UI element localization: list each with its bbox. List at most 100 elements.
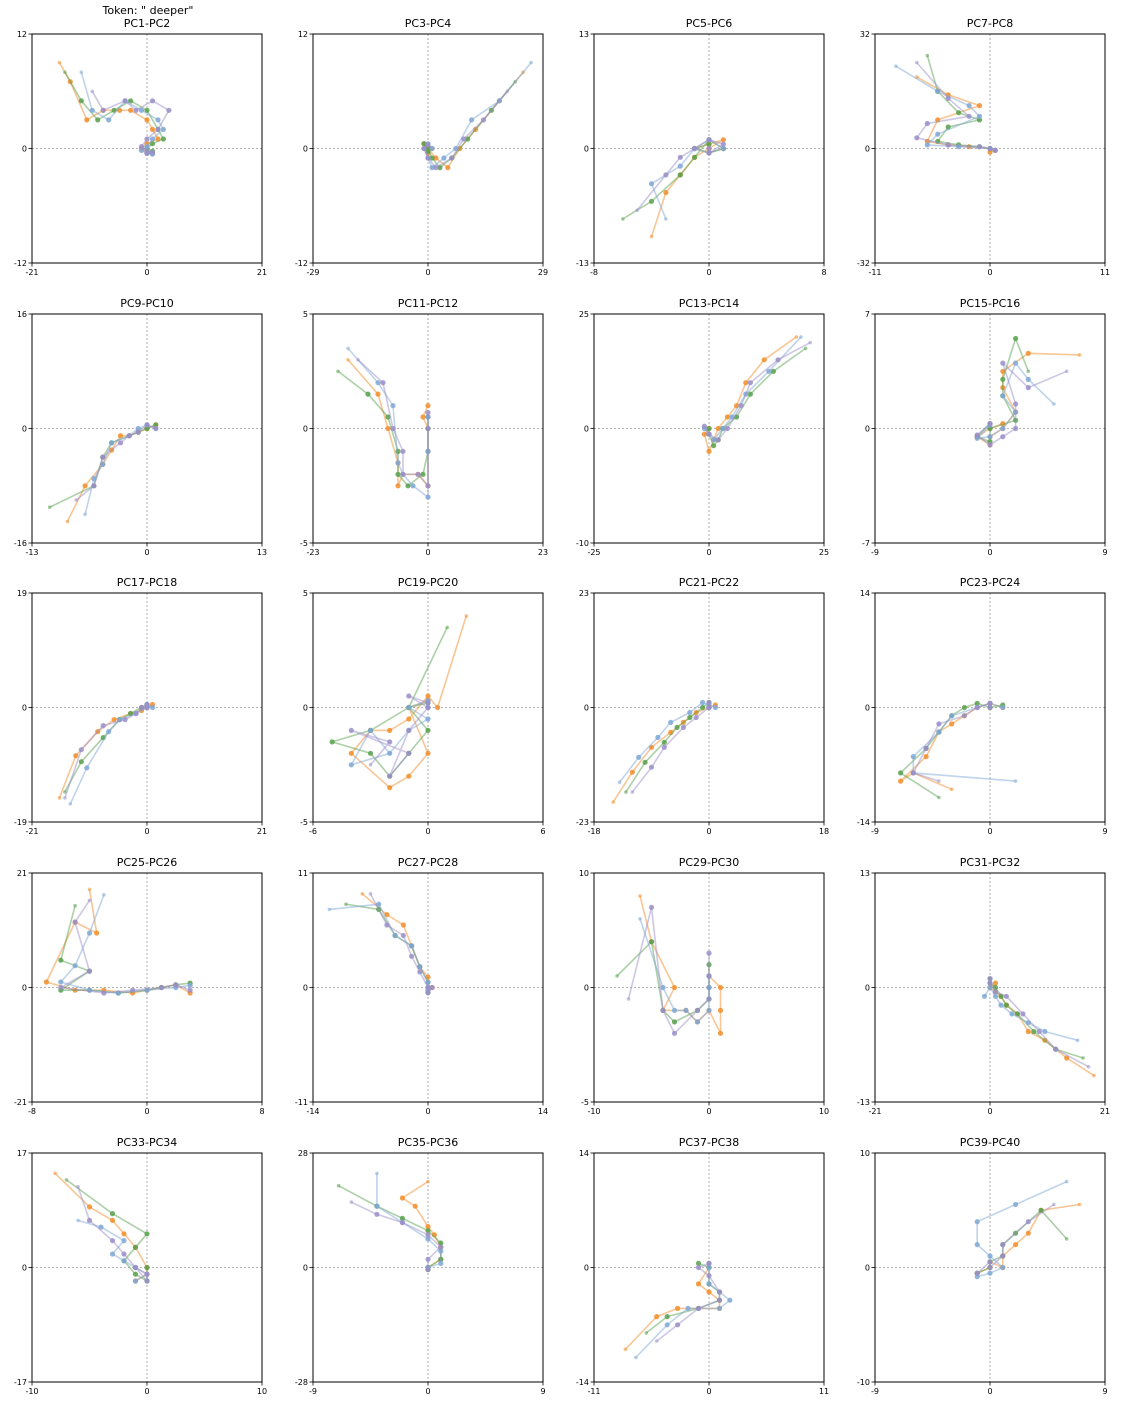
- data-point: [149, 136, 156, 142]
- data-point: [642, 759, 648, 765]
- data-point: [987, 145, 993, 152]
- data-point: [63, 796, 67, 800]
- data-point: [695, 1264, 702, 1271]
- data-point: [58, 957, 64, 963]
- data-point: [102, 893, 106, 897]
- y-tick-label: 0: [865, 425, 870, 434]
- data-point: [1000, 1264, 1006, 1271]
- data-point: [961, 704, 968, 711]
- data-point: [74, 498, 78, 502]
- data-point: [987, 149, 993, 155]
- subplot: PC15-PC16 -9 0 9 -7 0 7: [862, 297, 1108, 557]
- data-point: [133, 107, 139, 113]
- data-point: [149, 704, 156, 711]
- data-point: [344, 902, 348, 906]
- data-point: [966, 103, 972, 109]
- data-point: [348, 762, 354, 768]
- data-point: [677, 172, 683, 178]
- data-point: [135, 429, 141, 435]
- data-point: [1000, 393, 1006, 399]
- data-point: [701, 431, 708, 437]
- data-point: [144, 704, 150, 711]
- data-point: [438, 1260, 444, 1266]
- data-point: [68, 802, 73, 806]
- data-point: [400, 471, 406, 477]
- data-point: [687, 714, 693, 721]
- data-point: [664, 217, 668, 221]
- data-point: [706, 1281, 712, 1287]
- data-point: [160, 136, 166, 142]
- data-point: [649, 234, 654, 239]
- data-point: [1075, 1038, 1080, 1043]
- data-point: [429, 145, 435, 152]
- data-point: [149, 98, 156, 104]
- x-tick-label: 0: [706, 1107, 711, 1116]
- y-tick-label: 13: [860, 869, 870, 878]
- data-point: [935, 131, 941, 137]
- data-point: [915, 60, 919, 65]
- y-tick-label: 0: [303, 1264, 308, 1273]
- data-point: [629, 769, 635, 775]
- y-tick-label: 10: [579, 869, 589, 878]
- series-line: [976, 352, 1080, 446]
- data-point: [743, 380, 749, 386]
- data-point: [803, 346, 808, 351]
- data-point: [724, 425, 731, 432]
- data-point: [374, 1203, 380, 1209]
- data-point: [425, 155, 431, 161]
- data-point: [100, 107, 106, 113]
- y-tick-label: -7: [862, 539, 870, 548]
- data-point: [706, 996, 712, 1002]
- data-point: [399, 1195, 405, 1201]
- data-point: [461, 136, 467, 142]
- data-point: [336, 1183, 341, 1188]
- y-tick-label: -12: [14, 259, 27, 268]
- y-tick-label: 0: [303, 145, 308, 154]
- subplot-title: PC7-PC8: [967, 17, 1014, 30]
- x-tick-label: 10: [819, 1107, 829, 1116]
- series-line: [708, 347, 807, 447]
- series-line: [627, 906, 710, 1035]
- data-point: [706, 425, 712, 432]
- data-point: [57, 796, 62, 800]
- y-tick-label: 28: [298, 1149, 308, 1158]
- data-point: [738, 403, 744, 409]
- data-point: [615, 974, 619, 978]
- data-point: [47, 505, 52, 510]
- data-point: [43, 979, 50, 985]
- data-point: [1013, 401, 1019, 407]
- data-point: [160, 126, 166, 132]
- series-line: [338, 1184, 442, 1270]
- data-point: [1000, 1242, 1006, 1248]
- series-line: [989, 978, 1089, 1068]
- data-point: [412, 1203, 418, 1209]
- data-point: [1013, 779, 1018, 783]
- data-point: [987, 980, 993, 986]
- data-point: [1053, 1046, 1059, 1052]
- y-tick-label: 7: [865, 310, 870, 319]
- x-tick-label: 0: [706, 268, 711, 277]
- y-tick-label: 14: [579, 1149, 589, 1158]
- subplot: PC37-PC38 -11 0 11 -14 0 14: [576, 1136, 829, 1396]
- data-point: [1000, 425, 1006, 432]
- data-point: [770, 368, 777, 374]
- y-tick-label: 21: [17, 869, 27, 878]
- data-point: [701, 423, 708, 429]
- series-line: [347, 359, 429, 487]
- data-point: [648, 764, 655, 770]
- x-tick-label: 0: [987, 268, 992, 277]
- data-point: [410, 483, 416, 489]
- subplot-title: PC39-PC40: [960, 1136, 1021, 1149]
- data-point: [794, 335, 799, 339]
- series-line: [64, 703, 148, 793]
- data-point: [480, 117, 487, 123]
- series-line: [636, 138, 725, 211]
- data-point: [117, 440, 124, 446]
- data-point: [425, 984, 431, 991]
- data-point: [715, 425, 721, 432]
- x-tick-label: 0: [987, 827, 992, 836]
- data-point: [976, 113, 983, 119]
- data-point: [663, 189, 669, 196]
- subplot-title: PC5-PC6: [686, 17, 733, 30]
- x-tick-label: 25: [819, 548, 829, 557]
